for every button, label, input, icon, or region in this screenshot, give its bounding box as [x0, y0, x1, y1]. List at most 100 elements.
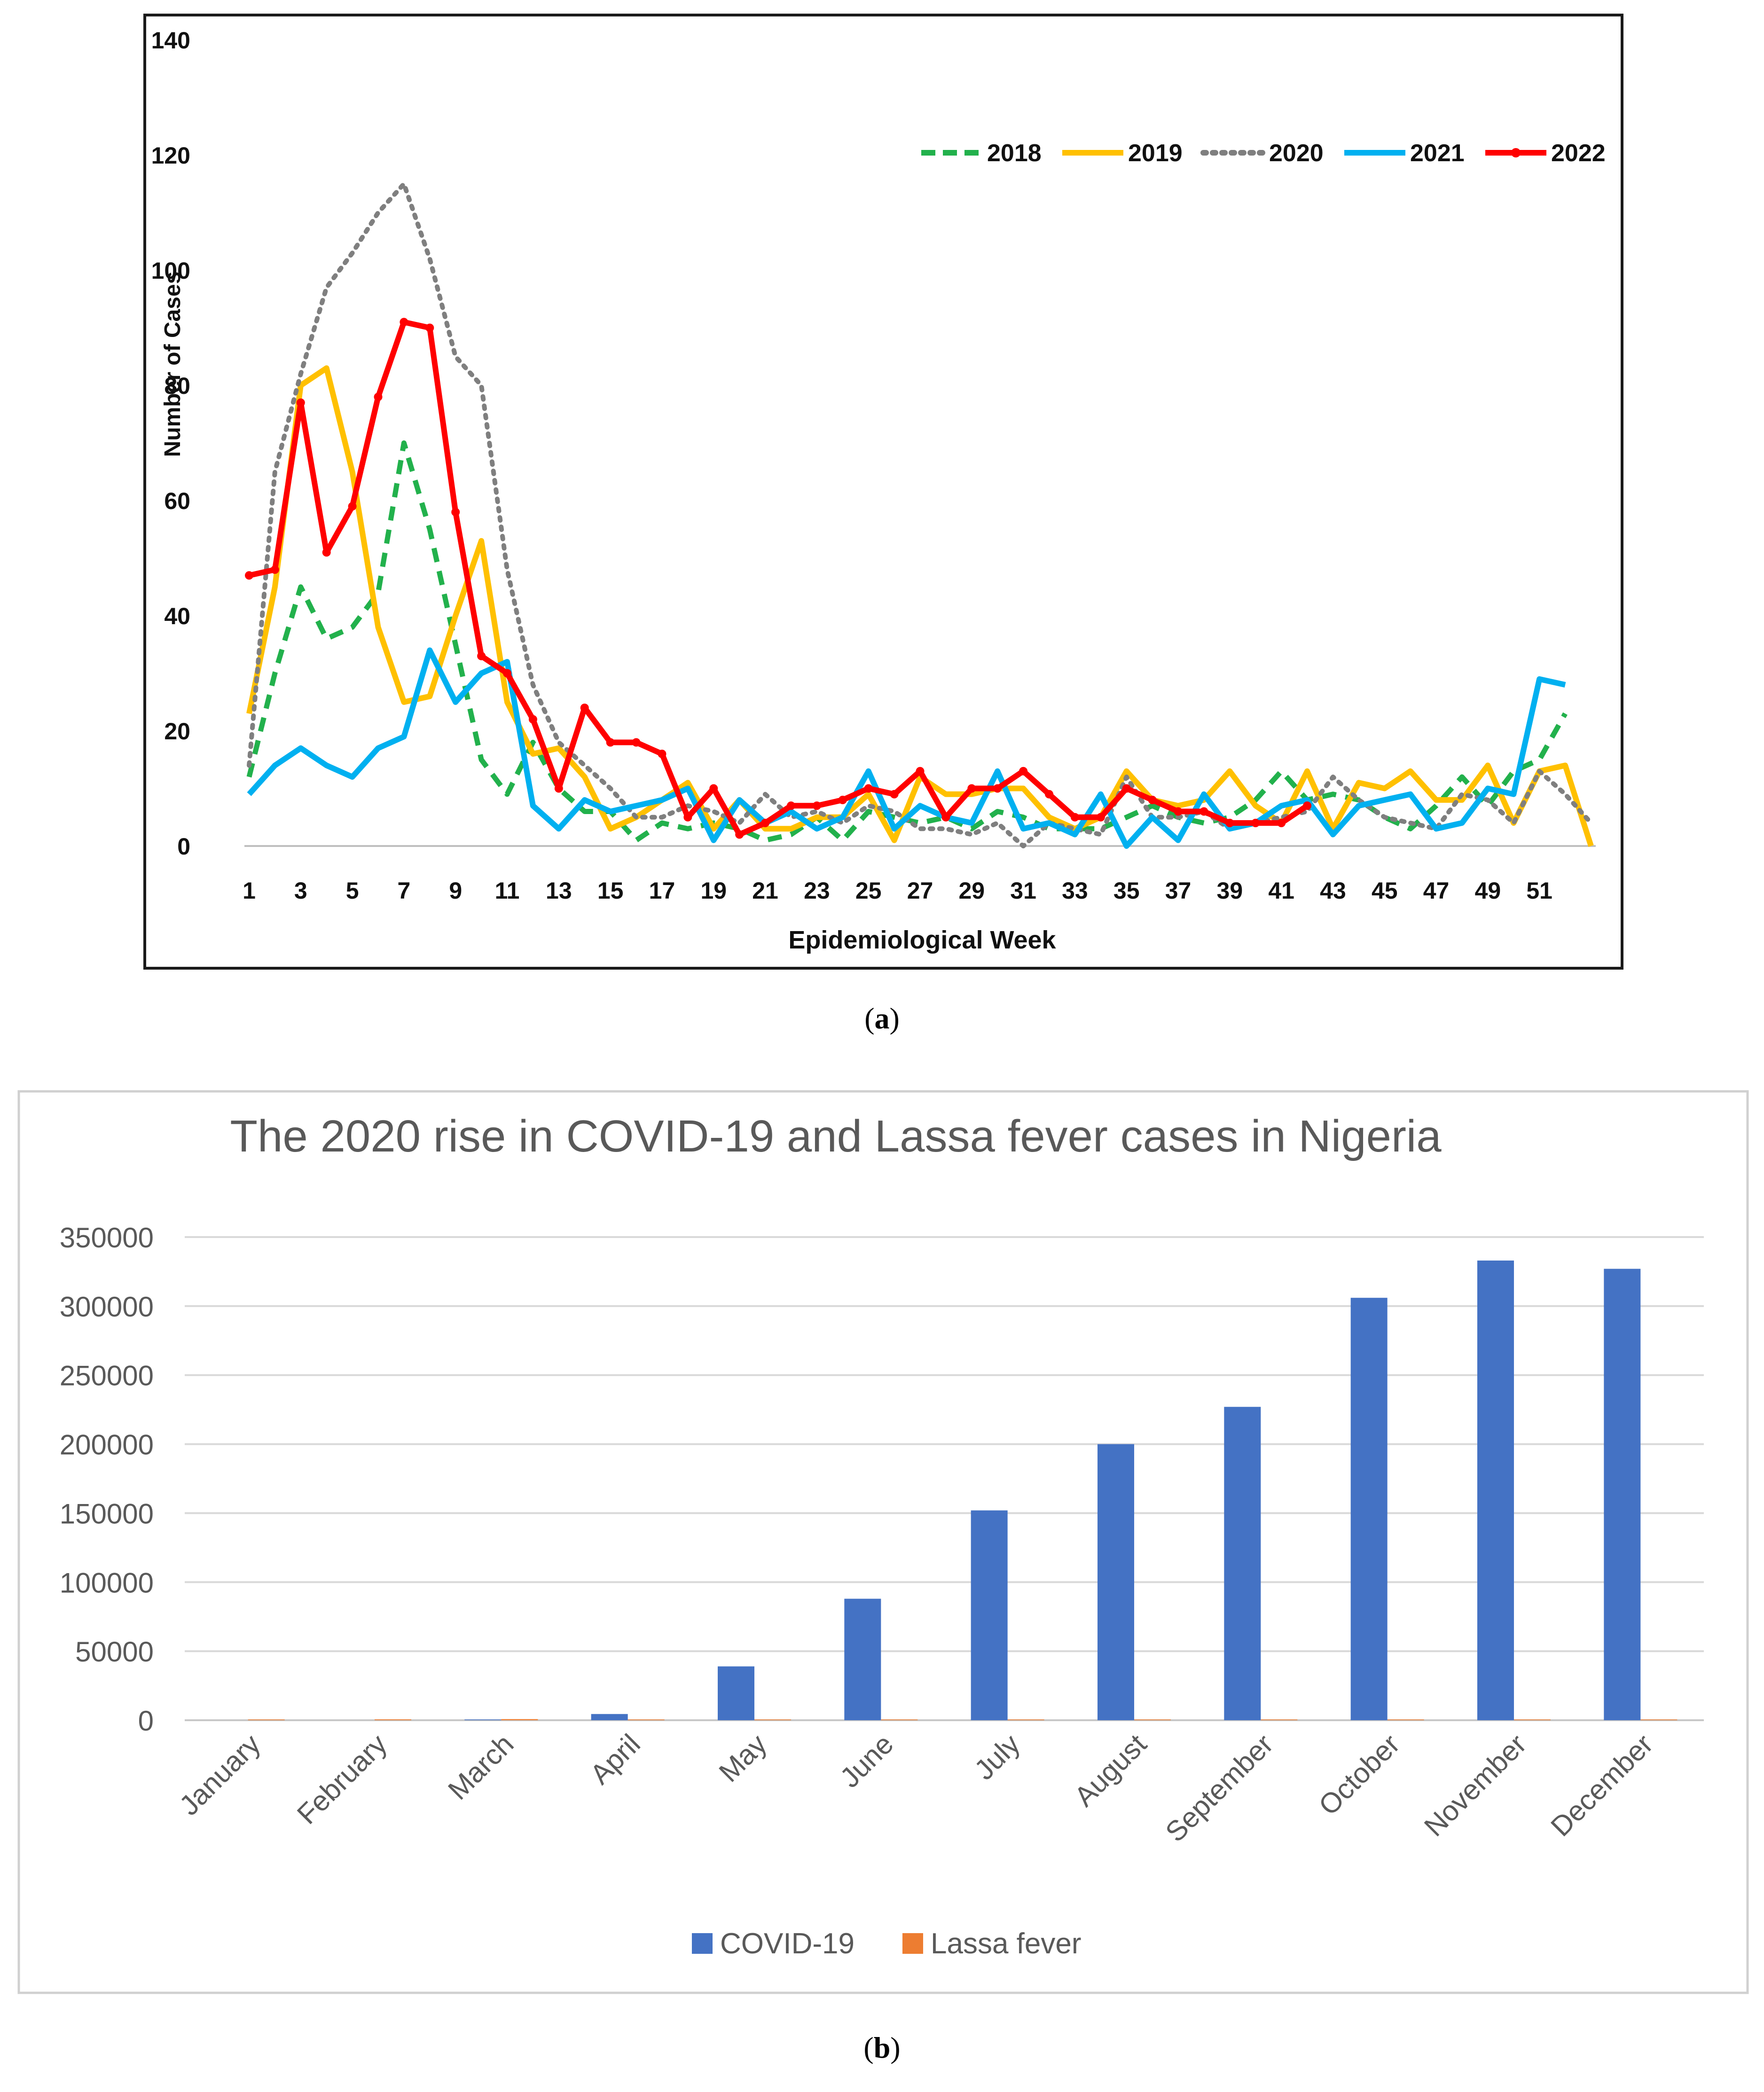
series-marker-2022: [451, 508, 460, 517]
series-line-2022: [248, 319, 1309, 838]
x-tick-label: 19: [700, 878, 727, 904]
bar-covid-19-november: [1477, 1260, 1514, 1720]
x-tick-label: 29: [958, 878, 985, 904]
bar-lassa-fever-june: [881, 1719, 918, 1720]
series-marker-2022: [1019, 767, 1028, 776]
legend-swatch-lassa-fever: [902, 1933, 923, 1954]
series-marker-2022: [967, 784, 976, 793]
bar-lassa-fever-may: [754, 1719, 791, 1720]
series-marker-2022: [245, 571, 253, 580]
x-tick-label: 45: [1372, 878, 1398, 904]
chart-b-title: The 2020 rise in COVID-19 and Lassa feve…: [230, 1111, 1442, 1161]
bar-covid-19-june: [844, 1598, 881, 1720]
chart-b-legend: COVID-19 Lassa fever: [692, 1927, 1082, 1960]
y-tick-label: 120: [151, 142, 190, 169]
bar-covid-19-may: [718, 1666, 754, 1720]
bar-covid-19-september: [1224, 1407, 1261, 1720]
bar-lassa-fever-november: [1514, 1719, 1551, 1720]
x-tick-label: 3: [294, 878, 307, 904]
legend-label-2018: 2018: [987, 140, 1042, 167]
series-marker-2022: [528, 715, 537, 724]
y-tick-label: 140: [151, 27, 190, 54]
bar-covid-19-december: [1604, 1269, 1641, 1720]
bar-lassa-fever-january: [248, 1719, 285, 1720]
x-tick-label: 5: [346, 878, 359, 904]
series-marker-2022: [993, 784, 1002, 793]
series-marker-2022: [503, 669, 512, 678]
bar-covid-19-march: [464, 1719, 502, 1720]
legend-label-2019: 2019: [1128, 140, 1183, 167]
series-marker-2022: [864, 784, 873, 793]
x-tick-label: 1: [243, 878, 256, 904]
legend-label-2020: 2020: [1269, 140, 1324, 167]
bar-lassa-fever-february: [375, 1719, 411, 1720]
y-tick-label: 100000: [60, 1567, 154, 1598]
bar-covid-19-july: [971, 1510, 1008, 1720]
legend-swatch-covid-19: [692, 1933, 713, 1954]
x-tick-label: 33: [1062, 878, 1088, 904]
series-marker-2022: [916, 767, 925, 776]
bar-covid-19-august: [1098, 1444, 1134, 1720]
series-marker-2022: [1148, 796, 1157, 804]
x-tick-label: 27: [907, 878, 933, 904]
series-marker-2022: [425, 323, 434, 332]
y-tick-label: 200000: [60, 1429, 154, 1461]
bar-covid-19-october: [1350, 1298, 1388, 1720]
x-axis-title: Epidemiological Week: [788, 926, 1056, 954]
x-tick-label: 21: [752, 878, 778, 904]
series-marker-2022: [941, 813, 950, 822]
x-tick-label: 13: [546, 878, 572, 904]
series-marker-2022: [1251, 819, 1260, 827]
series-marker-2022: [348, 502, 357, 511]
series-marker-2022: [322, 548, 331, 557]
x-tick-label: 39: [1217, 878, 1243, 904]
y-tick-label: 20: [164, 718, 190, 744]
series-marker-2022: [683, 813, 692, 822]
series-marker-2022: [658, 750, 666, 758]
x-tick-label: 37: [1165, 878, 1192, 904]
y-tick-label: 250000: [60, 1360, 154, 1392]
series-marker-2022: [1303, 801, 1312, 810]
series-marker-2022: [580, 704, 589, 712]
bar-lassa-fever-april: [627, 1719, 665, 1720]
series-marker-2022: [270, 565, 279, 574]
legend-label-covid-19: COVID-19: [720, 1927, 855, 1960]
series-line-2021: [247, 647, 1566, 849]
bar-lassa-fever-october: [1387, 1719, 1424, 1720]
series-marker-2022: [890, 790, 899, 799]
x-tick-label: 11: [495, 878, 520, 904]
series-marker-2022: [838, 796, 847, 804]
series-marker-2022: [812, 801, 821, 810]
y-tick-label: 80: [164, 373, 190, 399]
x-tick-label: 51: [1526, 878, 1552, 904]
panel-a-letter: a: [874, 1002, 890, 1035]
bar-lassa-fever-december: [1640, 1719, 1678, 1720]
legend-marker-2022: [1511, 148, 1521, 157]
series-marker-2022: [1225, 819, 1234, 827]
chart-b-frame: [17, 1090, 1749, 1994]
x-tick-label: 49: [1475, 878, 1501, 904]
x-tick-label: 43: [1320, 878, 1346, 904]
legend-label-lassa-fever: Lassa fever: [931, 1927, 1082, 1960]
x-tick-label: 41: [1268, 878, 1294, 904]
chart-a-legend: 2018 2019 2020 2021 2022: [921, 140, 1606, 167]
y-tick-label: 150000: [60, 1498, 154, 1529]
panel-b-letter: b: [873, 2031, 891, 2064]
x-tick-label: 17: [649, 878, 675, 904]
y-tick-label: 50000: [75, 1636, 154, 1668]
series-marker-2022: [296, 398, 305, 407]
series-marker-2022: [1096, 813, 1105, 822]
y-tick-label: 100: [151, 258, 190, 284]
series-marker-2022: [632, 738, 641, 747]
x-tick-label: 47: [1423, 878, 1450, 904]
series-marker-2022: [1045, 790, 1054, 799]
x-tick-label: 9: [449, 878, 462, 904]
bar-covid-19-april: [591, 1714, 628, 1720]
y-tick-label: 300000: [60, 1291, 154, 1323]
series-marker-2022: [786, 801, 795, 810]
y-axis-title: Number of Cases: [160, 272, 185, 457]
series-marker-2022: [1174, 807, 1183, 816]
series-marker-2022: [400, 318, 408, 327]
series-marker-2022: [1277, 819, 1286, 827]
bar-lassa-fever-september: [1261, 1719, 1298, 1720]
